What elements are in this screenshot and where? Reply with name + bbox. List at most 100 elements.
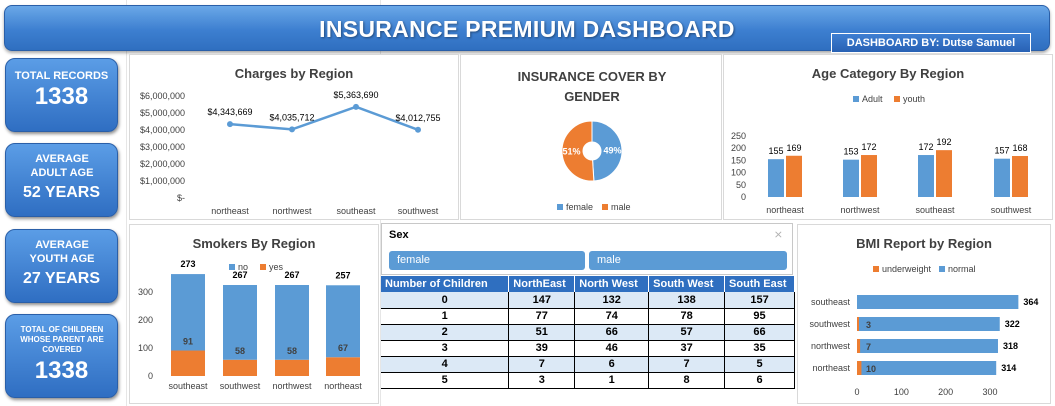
slicer-option-male[interactable]: male [589,251,787,270]
bmi-report-panel: BMI Report by Region 364 southeast 322 3 sou… [797,224,1051,404]
kpi-label: AVERAGE YOUTH AGE [29,239,95,265]
table-cell[interactable]: 1 [381,308,510,325]
column-header[interactable]: Number of Children [381,276,510,292]
x-tick-label: northeast [211,206,249,216]
table-cell[interactable]: 37 [648,340,726,357]
y-tick-label: $4,000,000 [140,125,185,135]
legend-label: youth [903,94,925,104]
table-cell[interactable]: 51 [508,324,576,341]
table-cell[interactable]: 147 [508,292,576,309]
table-cell[interactable]: 4 [381,356,510,373]
y-tick-label: 50 [736,180,746,190]
header-banner: INSURANCE PREMIUM DASHBOARD DASHBOARD BY… [4,5,1050,53]
table-cell[interactable]: 138 [648,292,726,309]
bar-yes [223,359,257,376]
bar-underweight [857,361,862,375]
table-cell[interactable]: 66 [724,324,795,341]
table-cell[interactable]: 46 [574,340,650,357]
y-tick-label: 0 [741,192,746,202]
table-cell[interactable]: 3 [381,340,510,357]
data-label: 51% [563,147,581,157]
data-label: 192 [936,137,951,147]
bar-underweight [857,317,859,331]
table-cell[interactable]: 5 [381,372,510,389]
table-cell[interactable]: 6 [724,372,795,389]
bar [768,159,784,197]
slicer-option-female[interactable]: female [389,251,585,270]
table-cell[interactable]: 5 [724,356,795,373]
table-cell[interactable]: 3 [508,372,576,389]
data-label: 153 [843,147,858,157]
table-cell[interactable]: 77 [508,308,576,325]
kpi-total-records: TOTAL RECORDS 1338 [5,58,118,132]
table-cell[interactable]: 157 [724,292,795,309]
data-label: $4,035,712 [269,112,314,122]
table-cell[interactable]: 7 [508,356,576,373]
column-header[interactable]: South East [724,276,795,292]
clear-filter-icon[interactable]: ⨯ [773,229,783,241]
table-cell[interactable]: 2 [381,324,510,341]
x-tick-label: southwest [991,205,1032,215]
table-cell[interactable]: 39 [508,340,576,357]
series-line [229,105,419,131]
bar-normal [857,339,998,353]
author-badge: DASHBOARD BY: Dutse Samuel [831,33,1031,53]
data-point [415,126,421,133]
sex-slicer: Sex ⨯ female male [381,223,793,275]
bar-no [171,274,205,351]
data-label: 155 [768,146,783,156]
slicer-title: Sex [389,229,409,241]
bar-yes [326,357,360,376]
x-tick-label: southwest [398,206,439,216]
table-cell[interactable]: 1 [574,372,650,389]
bar-yes [275,359,309,376]
bar-underweight [857,339,861,353]
column-header[interactable]: South West [648,276,726,292]
table-cell[interactable]: 7 [648,356,726,373]
data-label: 267 [284,270,299,280]
table-row: 1 77 74 78 95 [381,308,795,325]
table-row: 2 51 66 57 66 [381,324,795,341]
bmi-bar-chart: 364 southeast 322 3 southwest 318 7 northwest 31… [809,264,1038,397]
table-cell[interactable]: 74 [574,308,650,325]
y-tick-label: 200 [138,315,153,325]
data-label: 273 [180,259,195,269]
table-header-row: Number of Children NorthEast North West … [381,276,795,292]
legend-label: male [611,202,631,212]
table-cell[interactable]: 35 [724,340,795,357]
table-cell[interactable]: 0 [381,292,510,309]
age-category-panel: Age Category By Region 250 200 150 100 50 0 15… [723,54,1053,220]
data-point [353,103,359,110]
bar [936,150,952,197]
x-tick-label: northwest [272,381,312,391]
table-cell[interactable]: 6 [574,356,650,373]
x-tick-label: southeast [915,205,955,215]
legend-label: no [238,262,248,272]
data-label: 10 [866,364,876,374]
data-label: 169 [786,143,801,153]
table-cell[interactable]: 132 [574,292,650,309]
column-header[interactable]: NorthEast [508,276,576,292]
data-label: 91 [183,337,193,347]
table-cell[interactable]: 95 [724,308,795,325]
bar-no [326,285,360,358]
legend-swatch [557,204,563,210]
y-tick-label: $2,000,000 [140,159,185,169]
legend-swatch [853,96,859,102]
bar [861,155,877,197]
table-cell[interactable]: 78 [648,308,726,325]
table-cell[interactable]: 66 [574,324,650,341]
x-tick-label: 200 [938,387,953,397]
table-cell[interactable]: 57 [648,324,726,341]
bar-normal [857,295,1019,309]
bar-no [275,285,309,360]
data-label: 168 [1012,143,1027,153]
x-tick-label: northwest [272,206,312,216]
bar-normal [857,317,1000,331]
chart-title: BMI Report by Region [856,236,992,251]
column-header[interactable]: North West [574,276,650,292]
x-tick-label: 0 [854,387,859,397]
table-cell[interactable]: 8 [648,372,726,389]
data-label: 58 [287,346,297,356]
